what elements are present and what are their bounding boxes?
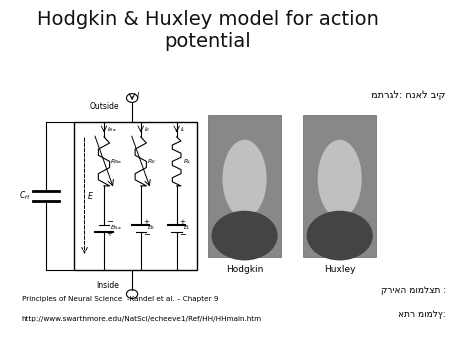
Text: $R_K$: $R_K$ bbox=[147, 157, 157, 166]
Text: Principles of Neural Science  -Kandel et al. – Chapter 9: Principles of Neural Science -Kandel et … bbox=[22, 296, 218, 302]
Ellipse shape bbox=[306, 211, 373, 260]
Text: $E_K$: $E_K$ bbox=[147, 223, 156, 232]
Text: Hodgkin & Huxley model for action
potential: Hodgkin & Huxley model for action potent… bbox=[37, 10, 379, 51]
Text: $R_{Na}$: $R_{Na}$ bbox=[111, 157, 122, 166]
Text: $E_{Na}$: $E_{Na}$ bbox=[111, 223, 122, 232]
Text: Outside: Outside bbox=[90, 102, 119, 111]
Text: −: − bbox=[106, 218, 113, 226]
Text: +: + bbox=[180, 219, 185, 225]
Text: +: + bbox=[107, 231, 112, 237]
Text: $E_L$: $E_L$ bbox=[183, 223, 191, 232]
Text: $I_L$: $I_L$ bbox=[180, 125, 186, 134]
Bar bbox=[303, 115, 377, 257]
Ellipse shape bbox=[212, 211, 278, 260]
Text: אתר מומלץ:: אתר מומלץ: bbox=[398, 310, 446, 319]
Text: $C_H$: $C_H$ bbox=[19, 190, 31, 202]
Text: קריאה מומלצת :: קריאה מומלצת : bbox=[381, 286, 446, 295]
Text: −: − bbox=[143, 230, 150, 239]
Text: Hodgkin: Hodgkin bbox=[226, 265, 263, 274]
Text: −: − bbox=[179, 230, 186, 239]
Text: Huxley: Huxley bbox=[324, 265, 356, 274]
Text: E: E bbox=[88, 192, 92, 200]
Text: $I_K$: $I_K$ bbox=[144, 125, 151, 134]
Text: $R_L$: $R_L$ bbox=[183, 157, 192, 166]
Bar bbox=[208, 115, 281, 257]
Text: http://www.swarthmore.edu/NatSci/echeeve1/Ref/HH/HHmain.htm: http://www.swarthmore.edu/NatSci/echeeve… bbox=[22, 316, 262, 322]
Text: $I_{Na}$: $I_{Na}$ bbox=[108, 125, 117, 134]
Text: מתרגל: חנאל ביק: מתרגל: חנאל ביק bbox=[371, 90, 446, 100]
Text: +: + bbox=[144, 219, 149, 225]
Text: Inside: Inside bbox=[96, 281, 119, 290]
Text: I: I bbox=[137, 92, 140, 101]
Ellipse shape bbox=[222, 140, 266, 218]
Ellipse shape bbox=[318, 140, 362, 218]
